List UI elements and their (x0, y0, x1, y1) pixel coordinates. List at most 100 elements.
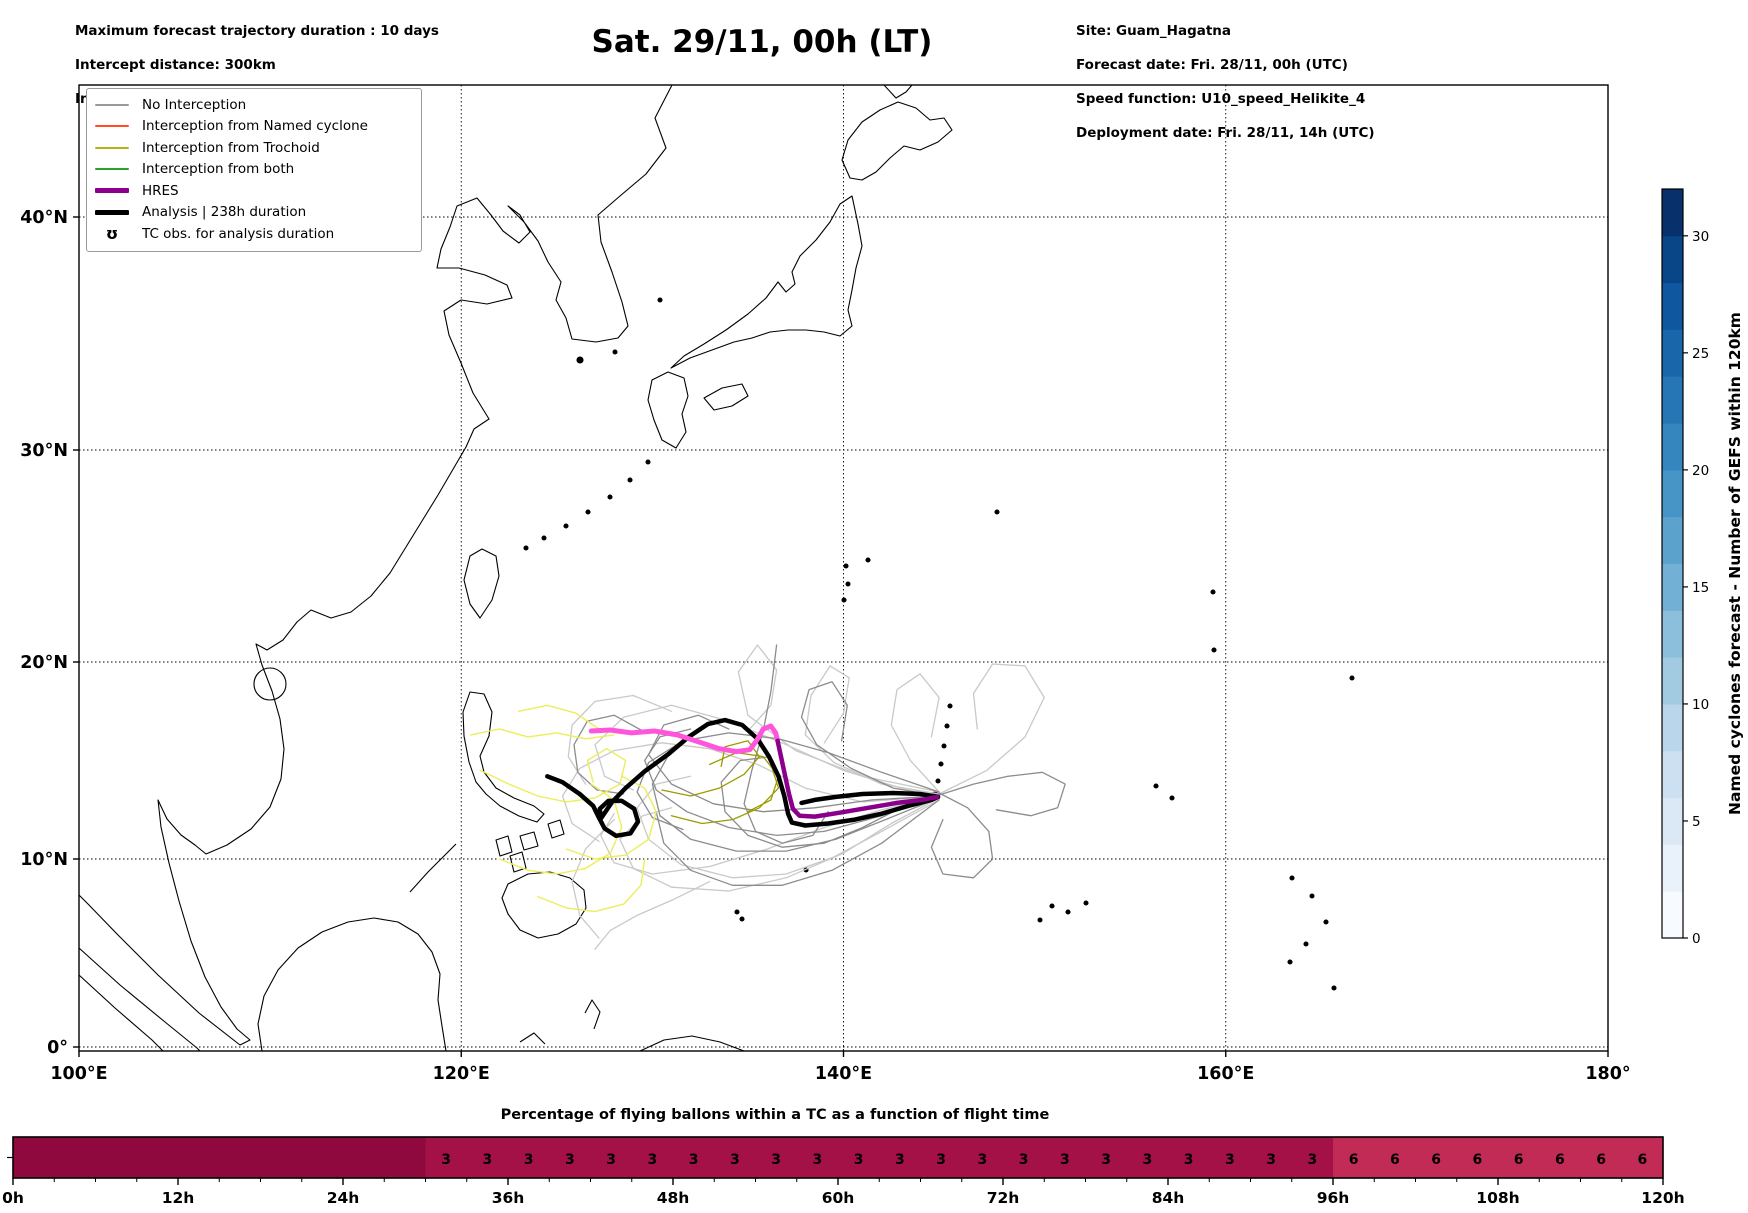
colorbar-block (1662, 376, 1683, 424)
lat-tick-label: 20°N (20, 653, 68, 673)
small-island (1083, 900, 1089, 906)
strip-cell-value: 3 (1308, 1152, 1318, 1168)
header-left-line: Maximum forecast trajectory duration : 1… (75, 23, 439, 39)
trajectory-no-interception (655, 799, 940, 886)
trochoid-line-swatch (95, 146, 129, 149)
named-cyclone-line-swatch (95, 125, 129, 128)
trajectory-trochoid (709, 751, 780, 813)
small-island (944, 723, 950, 729)
strip-title: Percentage of flying ballons within a TC… (501, 1107, 1050, 1123)
map-gridlines (79, 85, 1608, 1051)
strip-x-tick-label: 48h (657, 1189, 690, 1207)
small-island (612, 349, 618, 355)
trajectory-no-interception (600, 795, 940, 875)
small-island (1289, 875, 1295, 881)
lat-tick-label: 0° (47, 1038, 68, 1058)
coastline (409, 843, 457, 893)
analysis-line-swatch (95, 209, 129, 215)
island-coastline (883, 84, 913, 99)
legend-label: Interception from both (142, 161, 295, 178)
strip-x-tick-label: 0h (2, 1189, 24, 1207)
legend-item: Interception from both (95, 159, 413, 181)
legend-item: ʊ TC obs. for analysis duration (95, 223, 413, 245)
strip-cell-value: 6 (1390, 1152, 1400, 1168)
strip-cell-value: 3 (1019, 1152, 1029, 1168)
trajectories (470, 644, 1066, 950)
strip-cell-value: 3 (1060, 1152, 1070, 1168)
colorbar-block (1662, 516, 1683, 564)
small-island (1303, 941, 1309, 947)
header-right-line: Site: Guam_Hagatna (1076, 23, 1232, 39)
colorbar-tick-label: 0 (1692, 931, 1701, 947)
trajectory-trochoid (661, 740, 761, 797)
legend-label: TC obs. for analysis duration (142, 225, 335, 242)
trajectory-no-interception (651, 755, 940, 852)
strip-x-tick-label: 12h (162, 1189, 195, 1207)
colorbar-block (1662, 891, 1683, 939)
trajectory-trochoid (479, 748, 627, 803)
trajectory-no-interception (619, 797, 940, 892)
strip-cell-value: 6 (1431, 1152, 1441, 1168)
header-right-line: Deployment date: Fri. 28/11, 14h (UTC) (1076, 125, 1375, 141)
legend-item: No Interception (95, 94, 413, 116)
trajectory-no-interception (573, 714, 644, 795)
small-island (1210, 589, 1216, 595)
colorbar-block (1662, 189, 1683, 237)
legend-item: HRES (95, 180, 413, 202)
small-island (1065, 909, 1071, 915)
strip-x-tick-label: 24h (327, 1189, 360, 1207)
trajectory-trochoid (498, 783, 623, 875)
colorbar-border (1661, 188, 1684, 939)
trajectory-no-interception (804, 665, 940, 795)
small-island (645, 459, 651, 465)
small-island (1323, 919, 1329, 925)
lon-tick-label: 180° (1585, 1064, 1630, 1084)
colorbar-block (1662, 423, 1683, 471)
trajectory-no-interception (890, 673, 940, 793)
trajectory-no-interception (743, 644, 829, 844)
strip-cell-value: 3 (1143, 1152, 1153, 1168)
coastline (639, 1035, 745, 1052)
legend-label: Interception from Trochoid (142, 139, 320, 156)
map-legend: No Interception Interception from Named … (86, 88, 422, 252)
small-island (1169, 795, 1175, 801)
colorbar-tick-label: 25 (1692, 346, 1709, 362)
strip-cell-value: 3 (813, 1152, 823, 1168)
small-island (607, 494, 613, 500)
hres-line-swatch (95, 188, 129, 194)
strip-x-tick-label: 120h (1641, 1189, 1684, 1207)
lat-tick-label: 40°N (20, 208, 68, 228)
island-coastline (670, 195, 863, 369)
strip-cell-value: 6 (1555, 1152, 1565, 1168)
trajectory-no-interception (571, 818, 615, 939)
trajectory-no-interception (567, 694, 673, 785)
small-island (523, 545, 529, 551)
trajectory-no-interception (800, 681, 940, 797)
lon-tick-label: 100°E (50, 1064, 107, 1084)
trajectory-no-interception (737, 644, 940, 793)
small-island (865, 557, 871, 563)
colorbar-block (1662, 657, 1683, 705)
small-island (941, 743, 947, 749)
legend-item: Interception from Named cyclone (95, 116, 413, 138)
small-island (1211, 647, 1217, 653)
small-island (576, 356, 584, 364)
legend-label: No Interception (142, 96, 247, 113)
island-coastline (509, 851, 527, 873)
island-coastline (647, 371, 689, 449)
small-island (935, 778, 941, 784)
small-island (1309, 893, 1315, 899)
legend-item: Interception from Trochoid (95, 137, 413, 159)
lon-tick-label: 160°E (1197, 1064, 1254, 1084)
small-island (253, 667, 287, 701)
colorbar-tick-label: 10 (1692, 697, 1709, 713)
strip-cell-value: 3 (689, 1152, 699, 1168)
small-island (585, 509, 591, 515)
trajectory-no-interception (636, 732, 940, 831)
strip-cell-value: 6 (1473, 1152, 1483, 1168)
small-island (845, 581, 851, 587)
small-island (843, 563, 849, 569)
colorbar-block (1662, 797, 1683, 845)
map-axis-labels: 40°N 30°N 20°N 10°N 0° 100°E 120°E 140°E 160°E 18… (20, 208, 1630, 1084)
